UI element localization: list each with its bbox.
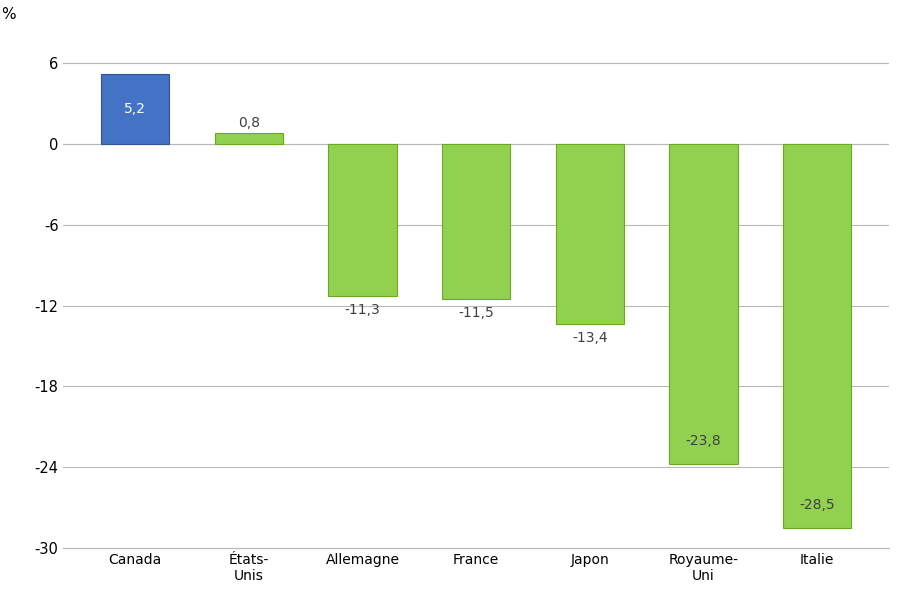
Text: 0,8: 0,8 <box>238 116 260 130</box>
Bar <box>555 144 624 325</box>
Text: -11,5: -11,5 <box>458 305 494 320</box>
Text: -28,5: -28,5 <box>799 498 835 511</box>
Text: %: % <box>2 7 16 22</box>
Bar <box>670 144 738 465</box>
Text: -23,8: -23,8 <box>686 435 722 448</box>
Text: -13,4: -13,4 <box>572 331 608 345</box>
Text: -11,3: -11,3 <box>345 303 381 317</box>
Bar <box>783 144 851 528</box>
Bar <box>328 144 397 296</box>
Bar <box>214 133 283 144</box>
Bar <box>442 144 510 299</box>
Bar <box>101 74 169 144</box>
Text: 5,2: 5,2 <box>124 102 146 116</box>
